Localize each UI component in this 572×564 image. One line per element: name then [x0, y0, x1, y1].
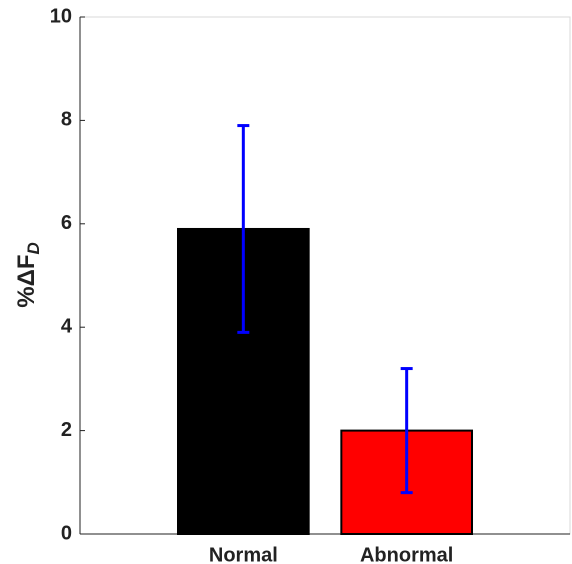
y-tick-label: 6 [61, 212, 72, 234]
y-label-main: %ΔF [13, 255, 40, 308]
plot-frame [79, 16, 571, 535]
y-tick-label: 8 [61, 109, 72, 131]
x-tick-label: Normal [209, 544, 278, 564]
y-label-sub: D [24, 242, 43, 254]
y-tick-label: 10 [50, 5, 72, 27]
y-tick-label: 2 [61, 419, 72, 441]
y-tick-label: 4 [61, 315, 73, 337]
y-tick-label: 0 [61, 522, 72, 544]
x-tick-label: Abnormal [360, 544, 453, 564]
y-axis-label: %ΔFD [13, 242, 43, 308]
